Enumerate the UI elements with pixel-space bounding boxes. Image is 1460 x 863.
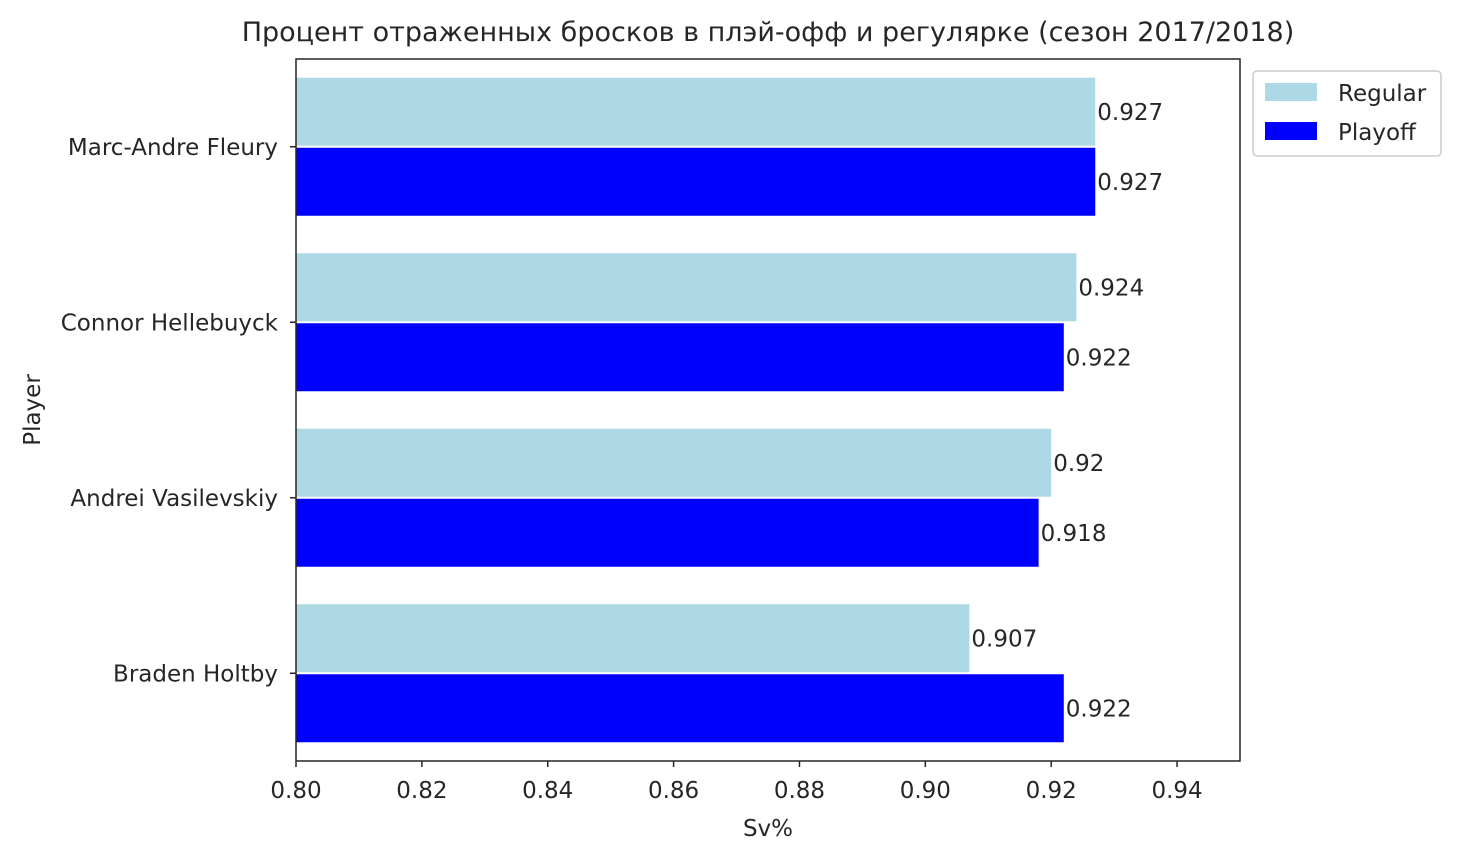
- bar-regular-braden-holtby: [296, 604, 970, 673]
- bar-regular-andrei-vasilevskiy: [296, 428, 1052, 497]
- y-tick-label-braden-holtby: Braden Holtby: [113, 661, 278, 687]
- y-tick-labels: Marc-Andre Fleury Connor Hellebuyck Andrei…: [61, 135, 296, 687]
- y-tick-label-andrei-vasilevskiy: Andrei Vasilevskiy: [70, 486, 278, 512]
- legend-swatch-playoff: [1265, 122, 1317, 140]
- legend-label-regular: Regular: [1338, 81, 1427, 107]
- x-axis-label: Sv%: [743, 816, 793, 842]
- bar-regular-connor-hellebuyck: [296, 253, 1077, 322]
- value-label-regular-braden-holtby: 0.907: [971, 626, 1037, 652]
- x-tick-label: 0.80: [270, 778, 321, 804]
- x-tick-label: 0.88: [774, 778, 825, 804]
- bar-playoff-andrei-vasilevskiy: [296, 498, 1039, 567]
- x-tick-label: 0.94: [1151, 778, 1202, 804]
- value-labels-layer: 0.927 0.927 0.924 0.922 0.92 0.918 0.907 0.922: [971, 100, 1163, 723]
- x-tick-label: 0.92: [1026, 778, 1077, 804]
- value-label-playoff-braden-holtby: 0.922: [1066, 696, 1132, 722]
- value-label-playoff-marc-andre-fleury: 0.927: [1097, 170, 1163, 196]
- value-label-regular-andrei-vasilevskiy: 0.92: [1053, 451, 1104, 477]
- x-tick-label: 0.90: [900, 778, 951, 804]
- y-axis-label: Player: [20, 374, 46, 446]
- chart-title: Процент отраженных бросков в плэй-офф и …: [242, 17, 1295, 48]
- x-tick-labels: 0.80 0.82 0.84 0.86 0.88 0.90 0.92 0.94: [270, 761, 1203, 804]
- bars-layer: [296, 77, 1096, 743]
- plot-frame: [295, 58, 1241, 762]
- bar-playoff-connor-hellebuyck: [296, 323, 1064, 392]
- value-label-regular-connor-hellebuyck: 0.924: [1078, 275, 1144, 301]
- x-tick-label: 0.86: [648, 778, 699, 804]
- y-tick-label-connor-hellebuyck: Connor Hellebuyck: [61, 310, 279, 336]
- bar-playoff-braden-holtby: [296, 674, 1064, 743]
- x-tick-label: 0.82: [396, 778, 447, 804]
- legend-label-playoff: Playoff: [1338, 120, 1417, 146]
- bar-regular-marc-andre-fleury: [296, 77, 1096, 146]
- value-label-playoff-connor-hellebuyck: 0.922: [1066, 345, 1132, 371]
- bar-playoff-marc-andre-fleury: [296, 147, 1096, 216]
- legend-swatch-regular: [1265, 83, 1317, 101]
- legend: Regular Playoff: [1252, 70, 1442, 157]
- x-tick-label: 0.84: [522, 778, 573, 804]
- value-label-playoff-andrei-vasilevskiy: 0.918: [1041, 521, 1107, 547]
- y-tick-label-marc-andre-fleury: Marc-Andre Fleury: [68, 135, 278, 161]
- value-label-regular-marc-andre-fleury: 0.927: [1097, 100, 1163, 126]
